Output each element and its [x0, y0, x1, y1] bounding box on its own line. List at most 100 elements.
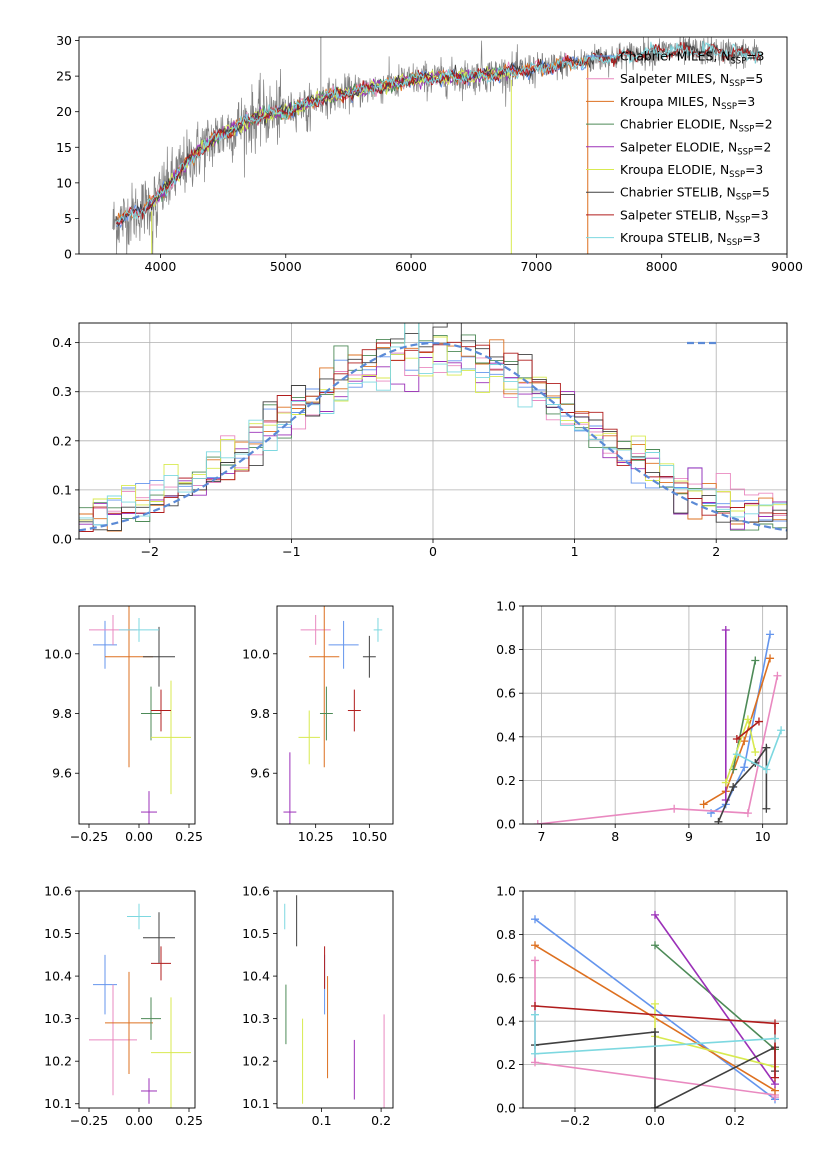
weight-marker	[732, 750, 741, 759]
weight-marker	[721, 778, 730, 787]
legend-subscript: SSP	[730, 57, 746, 67]
legend-text: Salpeter MILES, N	[620, 72, 729, 86]
weight-marker	[771, 1073, 779, 1082]
gaussian-curve	[79, 342, 787, 532]
weight-marker	[740, 763, 749, 772]
legend-nssp: =3	[737, 95, 755, 109]
y-tick-label: 0.1	[52, 482, 72, 497]
weight-marker	[651, 999, 659, 1008]
x-tick-label: 0	[429, 544, 437, 559]
x-tick-label: 0.25	[175, 829, 203, 844]
x-tick-label: 0.00	[125, 1113, 153, 1128]
spectrum-area	[112, 37, 763, 254]
weight-marker	[729, 782, 738, 791]
x-tick-label: 10.50	[351, 829, 387, 844]
weight-marker	[531, 1010, 539, 1019]
weight-marker	[699, 800, 708, 809]
x-tick-label: 4000	[145, 259, 177, 274]
y-tick-label: 0.2	[496, 773, 516, 788]
errorbar-area	[284, 895, 385, 1108]
y-tick-label: 10.2	[242, 1054, 270, 1069]
legend-text: Salpeter STELIB, N	[620, 208, 735, 222]
weight-marker	[651, 1028, 659, 1037]
y-tick-label: 10	[56, 175, 72, 190]
weight-marker	[773, 671, 782, 680]
y-tick-label: 1.0	[496, 599, 516, 614]
legend-nssp: =2	[754, 118, 772, 132]
x-tick-label: 10.25	[298, 829, 334, 844]
weight-marker	[531, 1058, 539, 1067]
y-tick-label: 0.8	[496, 927, 516, 942]
weight-marker	[766, 654, 775, 663]
weight-marker	[754, 717, 763, 726]
y-tick-label: 0.0	[496, 817, 516, 832]
y-tick-label: 0.8	[496, 642, 516, 657]
x-tick-label: 8	[611, 829, 619, 844]
y-tick-label: 10.6	[242, 884, 270, 899]
weight-marker	[762, 743, 771, 752]
legend-label-8: Kroupa STELIB, NSSP=3	[620, 231, 761, 248]
legend-nssp: =3	[746, 50, 764, 64]
legend-subscript: SSP	[737, 147, 753, 157]
x-tick-label: −1	[282, 544, 300, 559]
legend-label-4: Salpeter ELODIE, NSSP=2	[620, 140, 771, 157]
x-tick-label: 5000	[270, 259, 302, 274]
legend-label-2: Kroupa MILES, NSSP=3	[620, 95, 755, 112]
weight-line-1	[537, 675, 779, 824]
residual-histogram-8	[79, 323, 787, 526]
legend-text: Kroupa STELIB, N	[620, 231, 726, 245]
legend-nssp: =3	[750, 208, 768, 222]
axes-frame	[276, 605, 394, 825]
legend-nssp: =3	[742, 231, 760, 245]
y-tick-label: 0.4	[52, 335, 72, 350]
y-tick-label: 10.1	[44, 1096, 72, 1111]
y-tick-label: 10.5	[44, 926, 72, 941]
errorbar-area	[89, 606, 191, 824]
model-spectrum-8	[116, 41, 762, 223]
legend-nssp: =3	[745, 163, 763, 177]
weight-marker	[762, 804, 771, 813]
weight-marker	[751, 748, 760, 757]
y-tick-label: 10.6	[44, 884, 72, 899]
x-tick-label: 0.00	[125, 829, 153, 844]
legend-label-3: Chabrier ELODIE, NSSP=2	[620, 118, 773, 135]
y-tick-label: 0.3	[52, 384, 72, 399]
legend-subscript: SSP	[729, 79, 745, 89]
weight-marker	[651, 1104, 659, 1108]
weight-marker	[531, 941, 539, 950]
histogram-area	[79, 323, 787, 532]
axes-frame	[522, 890, 788, 1109]
axes-frame	[276, 890, 394, 1109]
x-tick-label: 7	[537, 829, 545, 844]
legend-label-0: Chabrier MILES, NSSP=3	[620, 50, 764, 67]
y-tick-label: 0.6	[496, 686, 516, 701]
legend-label-6: Chabrier STELIB, NSSP=5	[620, 186, 770, 203]
y-tick-label: 10.5	[242, 926, 270, 941]
x-tick-label: 8000	[646, 259, 678, 274]
y-tick-label: 10.0	[242, 646, 270, 661]
weight-line-6	[534, 1031, 776, 1108]
legend-subscript: SSP	[729, 170, 745, 180]
weight-marker	[777, 726, 786, 735]
x-tick-label: −2	[141, 544, 159, 559]
legend-label-5: Kroupa ELODIE, NSSP=3	[620, 163, 763, 180]
y-tick-label: 10.4	[44, 969, 72, 984]
axes-frame	[78, 322, 788, 540]
y-tick-label: 5	[64, 211, 72, 226]
legend-nssp: =5	[752, 186, 770, 200]
weight-marker	[533, 820, 542, 824]
weight-line-3	[654, 944, 776, 1051]
legend-text: Chabrier STELIB, N	[620, 186, 736, 200]
weight-marker	[751, 656, 760, 665]
axes-frame	[78, 605, 196, 825]
legend-subscript: SSP	[721, 102, 737, 112]
weight-marker	[531, 1049, 539, 1058]
x-tick-label: −0.25	[70, 1113, 108, 1128]
weight-marker	[732, 734, 741, 743]
axes-frame	[78, 890, 196, 1109]
x-tick-label: 0.2	[371, 1113, 391, 1128]
weight-marker	[670, 804, 679, 813]
weight-marker	[651, 910, 659, 919]
legend-text: Chabrier MILES, N	[620, 50, 730, 64]
